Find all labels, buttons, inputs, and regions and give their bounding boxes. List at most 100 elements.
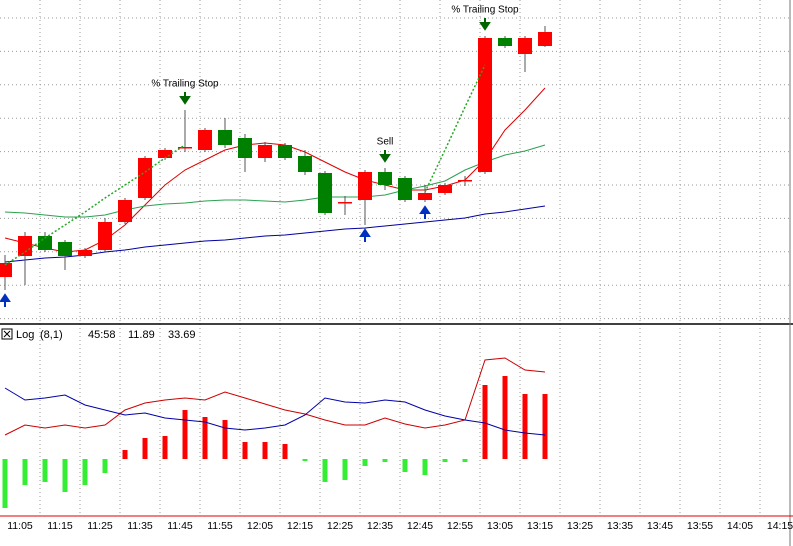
histogram-bar [482, 385, 488, 459]
histogram-bar [302, 459, 308, 461]
x-tick-label: 13:25 [567, 520, 593, 532]
annotation-label: % Trailing Stop [451, 5, 519, 16]
buy-arrow [419, 205, 431, 219]
histogram-bar [262, 442, 268, 459]
candle-body [358, 172, 372, 200]
candle-body [498, 38, 512, 46]
candle-body [318, 173, 332, 213]
x-tick-label: 11:35 [127, 520, 153, 532]
sell-arrow [379, 150, 391, 163]
histogram-bar [462, 459, 468, 462]
candle-body [398, 178, 412, 200]
histogram-bar [222, 420, 228, 459]
histogram-bar [362, 459, 368, 466]
indicator-readout: 33.69 [168, 329, 196, 341]
indicator-header: Log (8,1) [1, 328, 63, 341]
x-tick-label: 11:45 [167, 520, 193, 532]
buy-arrow [0, 293, 11, 307]
close-icon [3, 330, 11, 338]
sell-arrow [479, 18, 491, 31]
candle-body [78, 250, 92, 256]
candle-body [198, 130, 212, 150]
candle-body [258, 145, 272, 158]
candle-body [478, 38, 492, 172]
histogram-bar [442, 459, 448, 462]
histogram-bar [2, 459, 8, 508]
indicator-line [4, 387, 546, 436]
x-tick-label: 11:55 [207, 520, 233, 532]
x-tick-label: 11:25 [87, 520, 113, 532]
histogram-bar [422, 459, 428, 475]
x-tick-label: 11:05 [7, 520, 33, 532]
histogram-bar [142, 438, 148, 459]
trailing-stop-line [4, 64, 486, 266]
histogram-bar [342, 459, 348, 480]
x-tick-label: 12:15 [287, 520, 313, 532]
x-tick-label: 13:05 [487, 520, 513, 532]
indicator-line [4, 357, 546, 436]
candle-body [18, 236, 32, 256]
candle-body [278, 145, 292, 158]
x-tick-label: 13:15 [527, 520, 553, 532]
histogram-bar [42, 459, 48, 482]
histogram-bar [402, 459, 408, 472]
candle-body [118, 200, 132, 222]
x-tick-label: 13:55 [687, 520, 713, 532]
histogram-bar [122, 450, 128, 459]
candle-body [138, 158, 152, 198]
candle-body [38, 236, 52, 250]
candle-body [418, 193, 432, 200]
annotation-label: Sell [377, 137, 394, 148]
sell-arrow [179, 92, 191, 105]
candle-body [458, 180, 472, 182]
buy-arrow [359, 228, 371, 242]
histogram-bar [382, 459, 388, 462]
candle-body [0, 263, 12, 277]
x-tick-label: 12:05 [247, 520, 273, 532]
histogram-bar [182, 410, 188, 459]
histogram-bar [62, 459, 68, 492]
histogram-bar [502, 376, 508, 459]
candle-body [218, 130, 232, 145]
x-tick-label: 12:35 [367, 520, 393, 532]
histogram-bar [22, 459, 28, 485]
candle-body [518, 38, 532, 54]
histogram-bar [242, 442, 248, 459]
indicator-readout: 45:58 [88, 329, 116, 341]
histogram-bar [82, 459, 88, 485]
candle-body [98, 222, 112, 250]
histogram-bar [282, 444, 288, 459]
x-tick-label: 11:15 [47, 520, 73, 532]
moving-average [4, 144, 546, 218]
x-tick-label: 13:45 [647, 520, 673, 532]
histogram-bar [102, 459, 108, 473]
annotation-label: % Trailing Stop [151, 79, 219, 90]
histogram-bar [162, 436, 168, 459]
histogram-bar [522, 394, 528, 459]
indicator-readout: 11.89 [128, 329, 155, 341]
moving-average [4, 87, 546, 253]
indicator-params: (8,1) [40, 329, 63, 341]
candle-body [238, 138, 252, 158]
candle-body [298, 156, 312, 172]
candle-body [338, 202, 352, 204]
indicator-name: Log [16, 329, 34, 341]
candle-body [378, 172, 392, 185]
histogram-bar [322, 459, 328, 482]
x-tick-label: 12:45 [407, 520, 433, 532]
histogram-bar [202, 417, 208, 459]
x-tick-label: 13:35 [607, 520, 633, 532]
candle-body [538, 32, 552, 46]
candle-body [58, 242, 72, 256]
x-tick-label: 12:25 [327, 520, 353, 532]
x-tick-label: 14:15 [767, 520, 793, 532]
moving-average [4, 205, 546, 263]
candle-body [158, 150, 172, 158]
candle-body [438, 185, 452, 193]
candle-body [178, 147, 192, 149]
x-tick-label: 12:55 [447, 520, 473, 532]
x-tick-label: 14:05 [727, 520, 753, 532]
histogram-bar [542, 394, 548, 459]
